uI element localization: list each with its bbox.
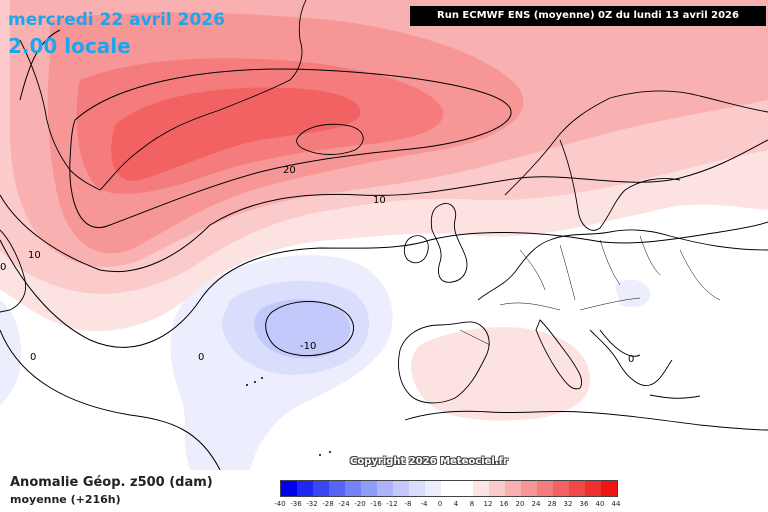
africa-coast: [404, 410, 768, 431]
colorbar-label: -12: [386, 500, 398, 508]
field-subtitle: moyenne (+216h): [10, 493, 121, 506]
colorbar-label: -24: [338, 500, 350, 508]
colorbar-label: 16: [499, 500, 509, 508]
contour-label: -10: [300, 341, 316, 352]
anomaly-band-24: [111, 87, 361, 181]
colorbar-cell: [553, 481, 569, 496]
iberia-coast: [398, 321, 490, 404]
contour-label: 0: [628, 354, 634, 365]
contour-10: [0, 29, 768, 273]
forecast-date: mercredi 22 avril 2026: [8, 10, 225, 30]
anomaly-negative-12: [254, 299, 351, 359]
forecast-time: 2.00 locale: [8, 34, 131, 58]
colorbar-label: 32: [563, 500, 573, 508]
colorbar-cell: [505, 481, 521, 496]
map-area: 20 10 10 0 0 -10 0 0: [0, 0, 768, 470]
coastlines: [0, 0, 768, 431]
island: [254, 381, 256, 383]
colorbar-cell: [281, 481, 297, 496]
colorbar-label: 12: [483, 500, 493, 508]
italy-coast: [535, 319, 583, 390]
colorbar-cell: [441, 481, 457, 496]
colorbar-label: -4: [420, 500, 428, 508]
contour-label-group: 20 10 10 0 0 -10 0 0: [0, 165, 634, 365]
colorbar-cell: [537, 481, 553, 496]
contour-label: 20: [283, 165, 296, 176]
colorbar-cell: [601, 481, 617, 496]
contour-20: [69, 68, 512, 228]
colorbar-cell: [521, 481, 537, 496]
contour-label: 10: [28, 250, 41, 261]
colorbar-cell: [313, 481, 329, 496]
island: [329, 451, 331, 453]
scandinavia-coast: [504, 90, 768, 231]
colorbar-label: -28: [322, 500, 334, 508]
country-borders: [459, 235, 721, 346]
contour-label: 0: [0, 262, 6, 273]
colorbar-cell: [425, 481, 441, 496]
iceland-coast: [296, 123, 364, 155]
anomaly-negative-west: [0, 300, 22, 405]
contour-0-south: [0, 329, 221, 470]
colorbar-label: 4: [453, 500, 459, 508]
contour-label: 0: [30, 352, 36, 363]
field-title: Anomalie Géop. z500 (dam): [10, 475, 213, 490]
colorbar-label: -16: [370, 500, 382, 508]
run-banner: Run ECMWF ENS (moyenne) 0Z du lundi 13 a…: [410, 6, 766, 26]
island: [246, 384, 248, 386]
colorbar-label: 40: [595, 500, 605, 508]
colorbar-label: -36: [290, 500, 302, 508]
colorbar-label: 24: [531, 500, 541, 508]
contour-0: [0, 221, 768, 348]
colorbar-cell: [489, 481, 505, 496]
copyright-text: Copyright 2026 Meteociel.fr: [350, 456, 508, 467]
islands: [246, 377, 331, 456]
colorbar-label: 44: [611, 500, 621, 508]
contour-label: 10: [373, 195, 386, 206]
anomaly-map: 20 10 10 0 0 -10 0 0: [0, 0, 768, 470]
legend-footer: Anomalie Géop. z500 (dam) moyenne (+216h…: [0, 470, 768, 512]
colorbar-cell: [297, 481, 313, 496]
ireland-coast: [403, 235, 429, 264]
colorbar-label: -8: [404, 500, 412, 508]
contour-label: 0: [198, 352, 204, 363]
colorbar-cell: [569, 481, 585, 496]
colorbar-cell: [393, 481, 409, 496]
colorbar-cell: [377, 481, 393, 496]
colorbar: [280, 480, 618, 497]
colorbar-label: -32: [306, 500, 318, 508]
colorbar-cell: [409, 481, 425, 496]
labrador-coast: [0, 229, 27, 313]
greenland-coast: [19, 0, 307, 191]
colorbar-label: 0: [437, 500, 443, 508]
colorbar-label: 8: [469, 500, 475, 508]
colorbar-label: 36: [579, 500, 589, 508]
colorbar-label: 28: [547, 500, 557, 508]
colorbar-cell: [345, 481, 361, 496]
contour-minus10: [265, 301, 355, 357]
contour-0-east: [599, 329, 701, 399]
europe-coast: [477, 229, 768, 301]
colorbar-cell: [473, 481, 489, 496]
border-line: [459, 235, 721, 346]
contour-lines: [0, 29, 768, 470]
colorbar-cell: [361, 481, 377, 496]
britain-coast: [430, 203, 468, 283]
colorbar-label: -40: [274, 500, 286, 508]
colorbar-labels: -40 -36 -32 -28 -24 -20 -16 -12 -8 -4 0 4 8 12 16 20 24 2…: [274, 500, 620, 510]
colorbar-label: -20: [354, 500, 366, 508]
anomaly-mediterranean: [410, 327, 590, 421]
balkans-coast: [589, 329, 673, 386]
colorbar-cell: [585, 481, 601, 496]
colorbar-label: 20: [515, 500, 525, 508]
island: [319, 454, 321, 456]
island: [261, 377, 263, 379]
colorbar-cell: [329, 481, 345, 496]
colorbar-cell: [457, 481, 473, 496]
